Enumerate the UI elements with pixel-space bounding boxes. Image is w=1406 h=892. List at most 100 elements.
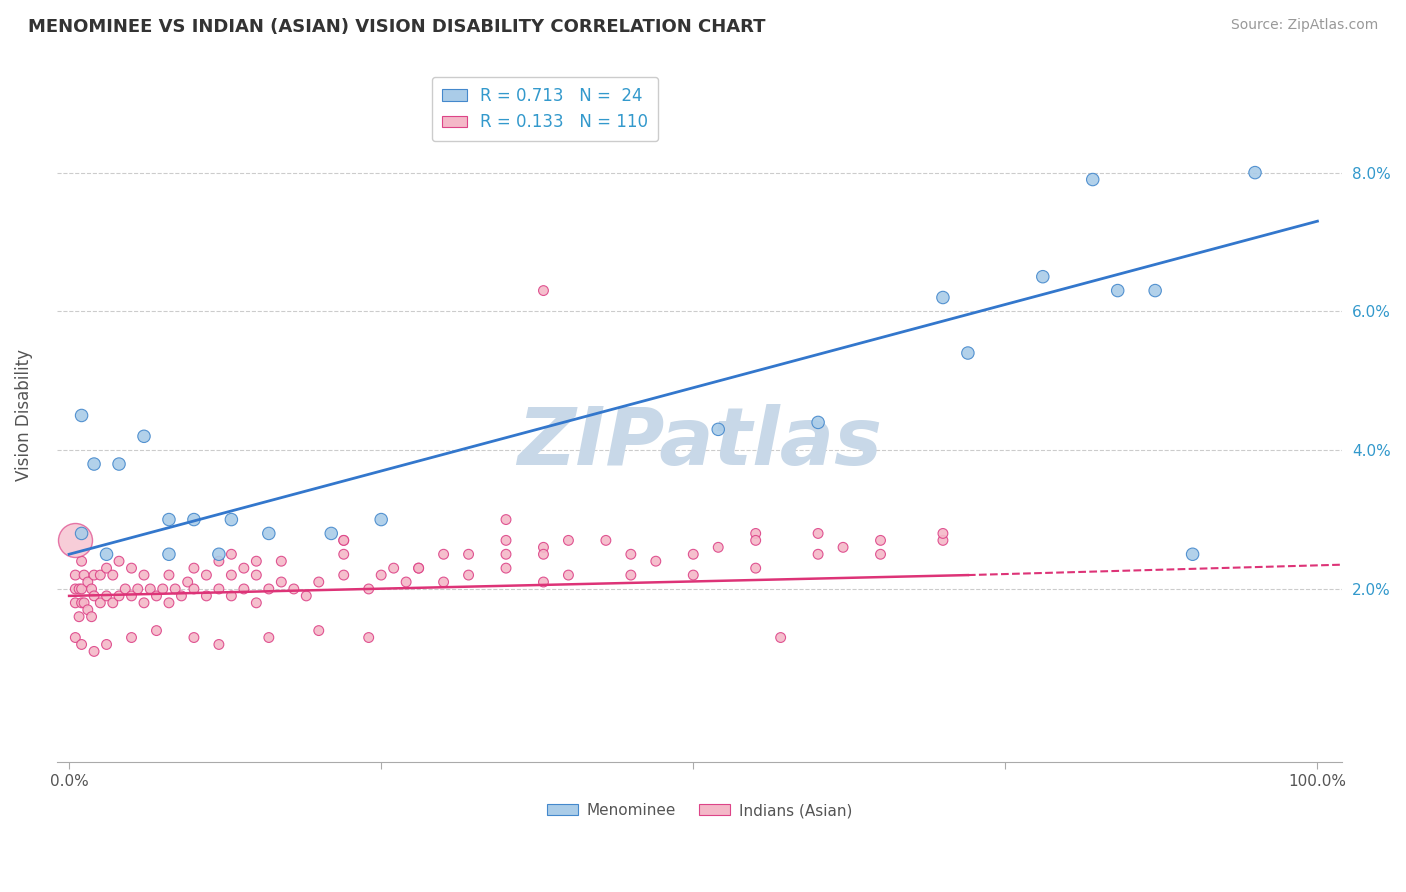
Point [208, 547, 231, 561]
Point [321, 526, 343, 541]
Point [308, 624, 330, 638]
Point [70, 596, 93, 610]
Point [157, 568, 180, 582]
Text: ZIPatlas: ZIPatlas [517, 404, 882, 483]
Point [433, 574, 456, 589]
Point [744, 561, 766, 575]
Point [221, 547, 243, 561]
Point [165, 582, 187, 596]
Point [932, 526, 955, 541]
Point [114, 582, 136, 596]
Point [221, 589, 243, 603]
Point [176, 574, 198, 589]
Point [295, 589, 318, 603]
Point [121, 561, 143, 575]
Point [232, 561, 254, 575]
Point [108, 589, 131, 603]
Point [108, 457, 131, 471]
Point [744, 533, 766, 548]
Point [370, 568, 392, 582]
Point [157, 512, 180, 526]
Point [357, 582, 380, 596]
Point [70, 637, 93, 651]
Point [807, 547, 830, 561]
Point [145, 624, 167, 638]
Point [65, 631, 87, 645]
Point [157, 547, 180, 561]
Point [332, 568, 354, 582]
Point [76, 603, 98, 617]
Point [73, 568, 96, 582]
Point [132, 429, 155, 443]
Point [769, 631, 792, 645]
Point [183, 631, 205, 645]
Point [127, 582, 149, 596]
Point [620, 568, 643, 582]
Point [433, 547, 456, 561]
Point [357, 631, 380, 645]
Point [257, 582, 280, 596]
Point [70, 526, 93, 541]
Point [382, 561, 405, 575]
Point [152, 582, 174, 596]
Point [620, 547, 643, 561]
Point [245, 554, 267, 568]
Point [332, 533, 354, 548]
Y-axis label: Vision Disability: Vision Disability [15, 350, 32, 482]
Point [96, 561, 118, 575]
Point [495, 547, 517, 561]
Point [956, 346, 979, 360]
Point [70, 409, 93, 423]
Point [1244, 166, 1267, 180]
Point [132, 568, 155, 582]
Text: MENOMINEE VS INDIAN (ASIAN) VISION DISABILITY CORRELATION CHART: MENOMINEE VS INDIAN (ASIAN) VISION DISAB… [28, 18, 766, 36]
Point [145, 589, 167, 603]
Point [76, 574, 98, 589]
Point [83, 568, 105, 582]
Point [183, 512, 205, 526]
Point [682, 568, 704, 582]
Point [89, 596, 111, 610]
Point [65, 582, 87, 596]
Point [595, 533, 617, 548]
Point [869, 533, 891, 548]
Point [208, 637, 231, 651]
Point [80, 609, 103, 624]
Point [183, 582, 205, 596]
Point [1032, 269, 1054, 284]
Point [533, 547, 555, 561]
Point [707, 422, 730, 436]
Point [932, 533, 955, 548]
Point [73, 596, 96, 610]
Point [807, 416, 830, 430]
Point [557, 568, 579, 582]
Point [83, 589, 105, 603]
Point [533, 284, 555, 298]
Point [744, 526, 766, 541]
Point [208, 582, 231, 596]
Point [807, 526, 830, 541]
Point [139, 582, 162, 596]
Point [65, 533, 87, 548]
Point [557, 533, 579, 548]
Point [283, 582, 305, 596]
Point [332, 533, 354, 548]
Point [195, 568, 218, 582]
Point [221, 512, 243, 526]
Point [108, 554, 131, 568]
Legend: Menominee, Indians (Asian): Menominee, Indians (Asian) [541, 797, 858, 824]
Point [932, 291, 955, 305]
Point [270, 574, 292, 589]
Point [533, 574, 555, 589]
Point [101, 596, 124, 610]
Point [370, 512, 392, 526]
Point [682, 547, 704, 561]
Point [332, 547, 354, 561]
Point [232, 582, 254, 596]
Point [70, 582, 93, 596]
Point [195, 589, 218, 603]
Point [121, 631, 143, 645]
Point [395, 574, 418, 589]
Point [221, 568, 243, 582]
Point [408, 561, 430, 575]
